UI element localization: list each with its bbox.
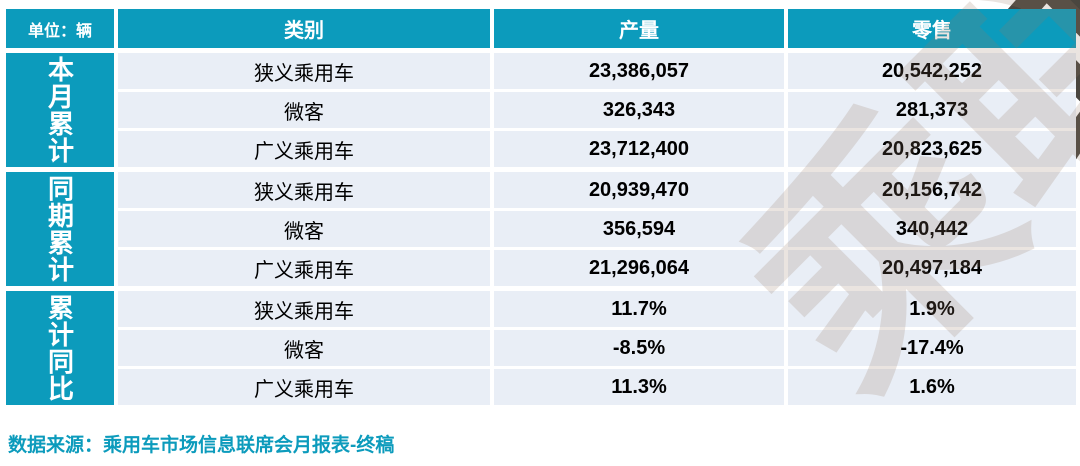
- production-cell: 11.3%: [494, 369, 784, 405]
- table-row: 狭义乘用车 11.7% 1.9%: [118, 291, 1076, 327]
- group-label: 本月累计: [6, 53, 114, 167]
- retail-cell: 20,156,742: [788, 172, 1076, 208]
- production-cell: -8.5%: [494, 330, 784, 366]
- production-cell: 326,343: [494, 92, 784, 128]
- table-row: 广义乘用车 23,712,400 20,823,625: [118, 131, 1076, 167]
- production-cell: 23,712,400: [494, 131, 784, 167]
- source-note: 数据来源：乘用车市场信息联席会月报表-终稿: [8, 435, 395, 456]
- table-row: 广义乘用车 21,296,064 20,497,184: [118, 250, 1076, 286]
- table-header-row: 单位：辆 类别 产量 零售: [6, 9, 1076, 48]
- column-header-retail: 零售: [788, 9, 1076, 48]
- category-cell: 微客: [118, 211, 490, 247]
- category-cell: 广义乘用车: [118, 250, 490, 286]
- production-cell: 20,939,470: [494, 172, 784, 208]
- retail-cell: 20,542,252: [788, 53, 1076, 89]
- retail-cell: 1.6%: [788, 369, 1076, 405]
- category-cell: 狭义乘用车: [118, 291, 490, 327]
- production-cell: 21,296,064: [494, 250, 784, 286]
- retail-cell: 20,497,184: [788, 250, 1076, 286]
- category-cell: 微客: [118, 92, 490, 128]
- data-table: 单位：辆 类别 产量 零售 本月累计 狭义乘用车 23,386,057 20,5…: [6, 9, 1076, 410]
- unit-label: 单位：辆: [6, 9, 114, 48]
- column-header-category: 类别: [118, 9, 490, 48]
- production-cell: 23,386,057: [494, 53, 784, 89]
- group-label: 同期累计: [6, 172, 114, 286]
- retail-cell: 1.9%: [788, 291, 1076, 327]
- row-group-same-period: 同期累计 狭义乘用车 20,939,470 20,156,742 微客 356,…: [6, 172, 1076, 286]
- group-label: 累计同比: [6, 291, 114, 405]
- column-header-production: 产量: [494, 9, 784, 48]
- group-rows: 狭义乘用车 20,939,470 20,156,742 微客 356,594 3…: [118, 172, 1076, 286]
- table-row: 微客 -8.5% -17.4%: [118, 330, 1076, 366]
- row-group-cumulative-yoy: 累计同比 狭义乘用车 11.7% 1.9% 微客 -8.5% -17.4% 广义…: [6, 291, 1076, 405]
- table-row: 广义乘用车 11.3% 1.6%: [118, 369, 1076, 405]
- production-cell: 356,594: [494, 211, 784, 247]
- retail-cell: 20,823,625: [788, 131, 1076, 167]
- production-cell: 11.7%: [494, 291, 784, 327]
- retail-cell: -17.4%: [788, 330, 1076, 366]
- category-cell: 广义乘用车: [118, 131, 490, 167]
- category-cell: 狭义乘用车: [118, 172, 490, 208]
- table-row: 狭义乘用车 20,939,470 20,156,742: [118, 172, 1076, 208]
- category-cell: 广义乘用车: [118, 369, 490, 405]
- retail-cell: 281,373: [788, 92, 1076, 128]
- table-row: 狭义乘用车 23,386,057 20,542,252: [118, 53, 1076, 89]
- category-cell: 狭义乘用车: [118, 53, 490, 89]
- retail-cell: 340,442: [788, 211, 1076, 247]
- group-rows: 狭义乘用车 11.7% 1.9% 微客 -8.5% -17.4% 广义乘用车 1…: [118, 291, 1076, 405]
- group-rows: 狭义乘用车 23,386,057 20,542,252 微客 326,343 2…: [118, 53, 1076, 167]
- table-row: 微客 356,594 340,442: [118, 211, 1076, 247]
- table-row: 微客 326,343 281,373: [118, 92, 1076, 128]
- row-group-current-month: 本月累计 狭义乘用车 23,386,057 20,542,252 微客 326,…: [6, 53, 1076, 167]
- category-cell: 微客: [118, 330, 490, 366]
